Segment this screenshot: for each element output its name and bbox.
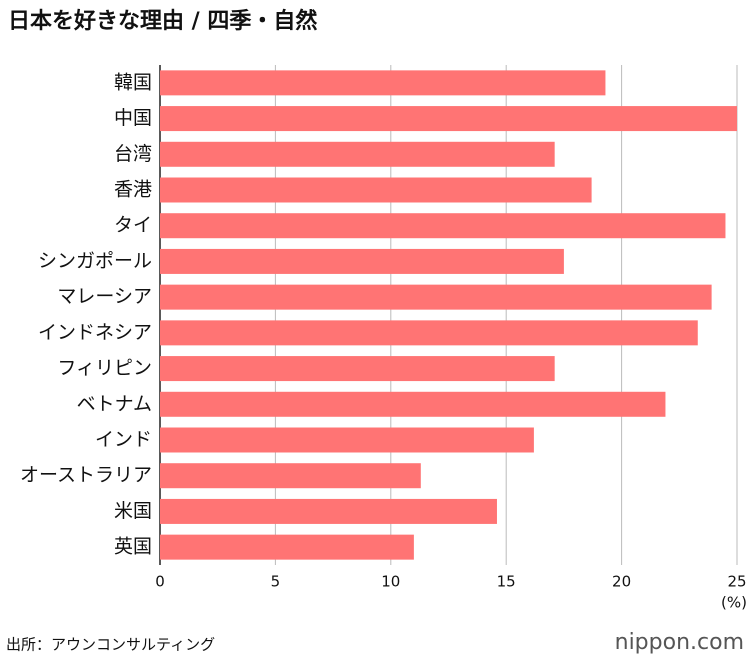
y-tick-label: 中国 [114,107,152,129]
y-tick-label: マレーシア [57,286,152,308]
x-tick-label: 5 [271,573,281,591]
bar [160,284,712,310]
x-tick-label: 10 [381,573,400,591]
bar [160,498,497,524]
bar [160,70,606,96]
y-tick-label: インドネシア [38,321,152,343]
bar [160,177,592,203]
bar [160,106,737,132]
bar [160,141,555,167]
x-tick-label: 25 [727,573,746,591]
bar [160,391,666,417]
y-tick-label: 香港 [114,179,152,201]
x-tick-label: 20 [612,573,631,591]
bar [160,427,534,453]
bar [160,534,414,560]
y-tick-label: タイ [114,214,152,236]
source: 出所：アウンコンサルティング [6,636,215,654]
y-tick-label: フィリピン [57,357,152,379]
y-tick-label: 英国 [114,536,152,558]
bar [160,248,564,274]
bar [160,463,421,489]
y-tick-label: インド [95,429,152,451]
y-tick-label: 台湾 [114,143,152,165]
y-tick-label: シンガポール [38,250,152,272]
x-tick-label: 15 [497,573,516,591]
chart-title: 日本を好きな理由 / 四季・自然 [8,8,317,34]
y-tick-label: 米国 [114,500,152,522]
logo: nippon.com [615,630,744,655]
bar [160,356,555,382]
bar [160,320,698,346]
y-tick-label: 韓国 [114,71,152,93]
x-tick-label: 0 [155,573,165,591]
bar [160,213,726,239]
y-tick-label: オーストラリア [20,464,152,486]
x-axis-label: (%) [721,594,747,612]
y-tick-label: ベトナム [77,393,152,415]
